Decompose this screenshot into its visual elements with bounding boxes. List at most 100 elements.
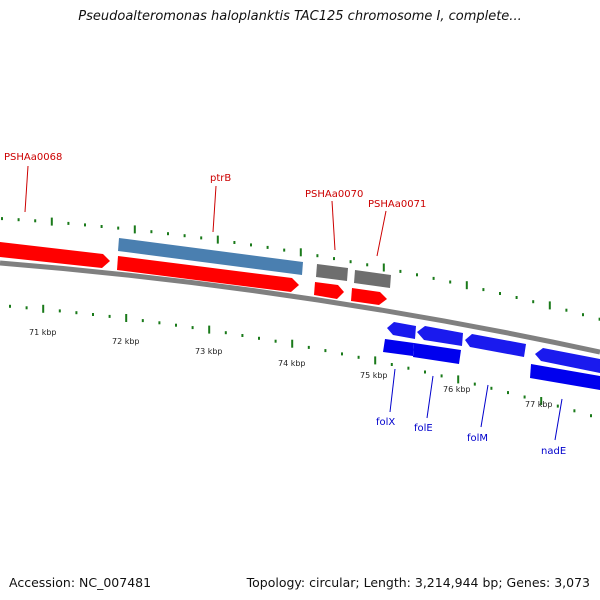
gene-pshaa0071 [354, 270, 391, 288]
major-tick [42, 304, 45, 313]
kbp-label-73: 73 kbp [195, 347, 223, 356]
minor-tick [515, 296, 518, 299]
minor-tick [141, 319, 144, 323]
minor-tick [582, 313, 584, 317]
minor-tick [573, 409, 576, 413]
gene-ptrB [118, 238, 303, 275]
major-tick [299, 248, 302, 257]
minor-tick [390, 363, 393, 366]
gene-nadE [535, 348, 600, 373]
minor-tick [241, 334, 244, 337]
cds-folX [383, 339, 414, 356]
major-tick [457, 375, 460, 384]
minor-tick [17, 218, 20, 222]
label-folE: folE [414, 423, 433, 434]
minor-tick [590, 414, 592, 418]
minor-tick [556, 404, 559, 408]
minor-tick [167, 232, 169, 236]
minor-tick [532, 300, 535, 304]
minor-tick [440, 374, 443, 378]
kbp-label-77: 77 kbp [525, 400, 553, 409]
cds-pshaa0070 [314, 282, 344, 299]
minor-tick [598, 317, 600, 321]
minor-tick [449, 280, 452, 284]
minor-tick [482, 288, 485, 292]
minor-tick [357, 355, 360, 359]
major-tick [382, 263, 385, 272]
gene-folM [465, 334, 526, 357]
minor-tick [183, 234, 186, 238]
major-tick [208, 325, 211, 334]
minor-tick [58, 309, 61, 313]
major-tick [133, 225, 136, 234]
minor-tick [499, 292, 501, 295]
major-tick [540, 397, 543, 405]
cds-ptrB [117, 256, 299, 292]
minor-tick [200, 236, 203, 240]
gene-folX [387, 322, 416, 339]
minor-tick [250, 243, 252, 247]
bottom-leader-lines [389, 368, 563, 441]
minor-tick [283, 248, 286, 252]
minor-tick [108, 314, 111, 318]
minor-tick [191, 326, 194, 330]
cds-folE [413, 343, 461, 364]
cds-pshaa0071 [351, 288, 387, 305]
minor-tick [117, 226, 120, 230]
minor-tick [92, 313, 94, 316]
minor-tick [366, 263, 369, 267]
map-title: Pseudoalteromonas haloplanktis TAC125 ch… [78, 9, 522, 24]
minor-tick [233, 241, 236, 244]
major-tick [548, 301, 551, 310]
minor-tick [266, 245, 269, 249]
accession-text: Accession: NC_007481 [9, 575, 152, 590]
minor-tick [84, 223, 86, 227]
chromosome-backbone [0, 260, 600, 355]
label-pshaa0070: PSHAa0070 [305, 189, 363, 200]
major-tick [465, 281, 468, 290]
minor-tick [34, 219, 37, 223]
minor-tick [25, 306, 28, 310]
major-tick [291, 339, 294, 348]
minor-tick [523, 395, 526, 399]
minor-tick [274, 339, 277, 343]
top-leader-lines [24, 165, 387, 257]
summary-text: Topology: circular; Length: 3,214,944 bp… [246, 575, 590, 590]
major-tick [216, 235, 219, 244]
major-tick [125, 314, 128, 322]
label-folM: folM [467, 433, 488, 444]
minor-tick [507, 391, 509, 395]
minor-tick [1, 217, 3, 221]
minor-tick [432, 276, 435, 280]
kbp-label-71: 71 kbp [29, 328, 57, 337]
minor-tick [407, 366, 410, 370]
gene-pshaa0070 [316, 264, 348, 281]
cds-pshaa0068 [0, 242, 110, 268]
kbp-label-76: 76 kbp [443, 385, 471, 394]
minor-tick [9, 304, 11, 308]
minor-tick [75, 311, 78, 315]
major-tick [374, 356, 377, 365]
minor-tick [341, 352, 343, 356]
kbp-label-74: 74 kbp [278, 359, 306, 368]
minor-tick [150, 230, 153, 234]
label-folX: folX [376, 417, 395, 428]
minor-tick [224, 331, 227, 335]
minor-tick [473, 382, 476, 386]
major-tick [50, 217, 53, 226]
minor-tick [565, 308, 568, 312]
minor-tick [349, 260, 352, 264]
kbp-label-72: 72 kbp [112, 337, 140, 346]
minor-tick [316, 254, 319, 258]
minor-tick [158, 321, 161, 325]
label-ptrB: ptrB [210, 173, 231, 184]
upper-tick-row [1, 217, 600, 321]
gene-folE [417, 326, 463, 346]
minor-tick [258, 336, 260, 340]
minor-tick [399, 269, 402, 273]
kbp-label-75: 75 kbp [360, 371, 388, 380]
minor-tick [67, 221, 70, 225]
lower-tick-row [9, 304, 592, 418]
minor-tick [333, 257, 335, 261]
